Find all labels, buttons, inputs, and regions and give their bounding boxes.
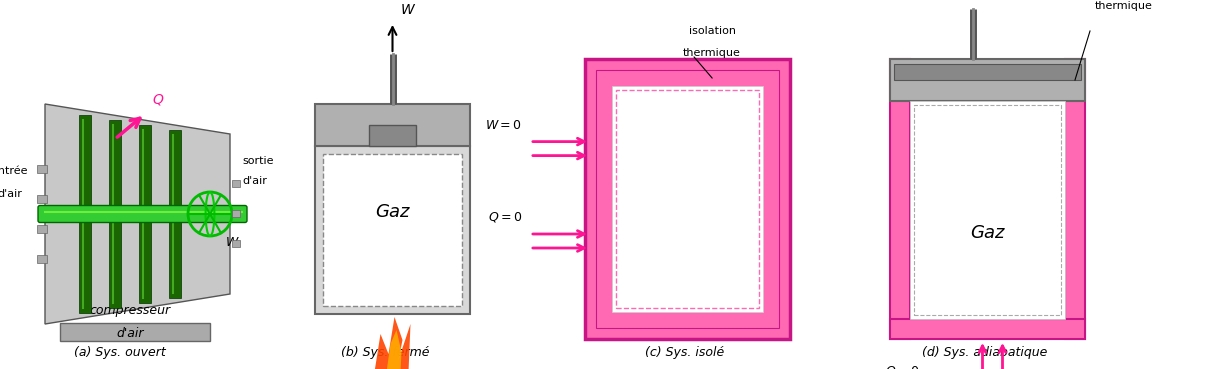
Text: (b) Sys. fermé: (b) Sys. fermé <box>341 346 429 359</box>
Text: isolation: isolation <box>688 26 736 36</box>
Text: $W = 0$: $W = 0$ <box>485 118 522 132</box>
Text: d'air: d'air <box>242 176 267 186</box>
FancyBboxPatch shape <box>231 241 240 248</box>
Text: compresseur: compresseur <box>90 304 171 317</box>
FancyBboxPatch shape <box>596 70 779 328</box>
Text: d'air: d'air <box>0 189 23 199</box>
FancyBboxPatch shape <box>890 59 1085 101</box>
FancyBboxPatch shape <box>168 130 181 298</box>
FancyBboxPatch shape <box>109 120 121 308</box>
FancyBboxPatch shape <box>585 59 790 339</box>
FancyBboxPatch shape <box>38 165 47 173</box>
FancyBboxPatch shape <box>890 319 1085 339</box>
Text: $W$: $W$ <box>225 235 240 248</box>
Text: $W$: $W$ <box>400 3 417 17</box>
FancyBboxPatch shape <box>370 125 416 146</box>
Text: $Q = 0$: $Q = 0$ <box>885 363 920 369</box>
FancyBboxPatch shape <box>38 255 47 263</box>
FancyBboxPatch shape <box>38 195 47 203</box>
FancyBboxPatch shape <box>894 64 1081 80</box>
FancyBboxPatch shape <box>38 206 247 223</box>
Polygon shape <box>387 330 401 369</box>
Polygon shape <box>45 104 230 324</box>
FancyBboxPatch shape <box>231 210 240 217</box>
Text: (a) Sys. ouvert: (a) Sys. ouvert <box>74 346 166 359</box>
Text: entrée: entrée <box>0 166 28 176</box>
Text: (d) Sys. adiabatique: (d) Sys. adiabatique <box>922 346 1047 359</box>
FancyBboxPatch shape <box>61 323 210 341</box>
Text: Gaz: Gaz <box>376 203 410 221</box>
FancyBboxPatch shape <box>79 115 91 313</box>
Text: Gaz: Gaz <box>971 224 1005 242</box>
Text: $Q = 0$: $Q = 0$ <box>487 210 522 224</box>
FancyBboxPatch shape <box>315 104 470 146</box>
FancyBboxPatch shape <box>910 101 1065 319</box>
Text: thermique: thermique <box>1094 1 1153 11</box>
Text: sortie: sortie <box>242 156 274 166</box>
FancyBboxPatch shape <box>1065 59 1085 339</box>
Text: (c) Sys. isolé: (c) Sys. isolé <box>645 346 725 359</box>
Polygon shape <box>375 317 411 369</box>
FancyBboxPatch shape <box>324 154 462 306</box>
FancyBboxPatch shape <box>890 59 910 339</box>
Text: $Q$: $Q$ <box>152 92 165 107</box>
Text: thermique: thermique <box>684 48 741 58</box>
FancyBboxPatch shape <box>612 86 764 312</box>
FancyBboxPatch shape <box>38 225 47 233</box>
Text: d'air: d'air <box>116 327 144 340</box>
FancyBboxPatch shape <box>139 125 152 303</box>
FancyBboxPatch shape <box>231 180 240 187</box>
FancyBboxPatch shape <box>315 146 470 314</box>
